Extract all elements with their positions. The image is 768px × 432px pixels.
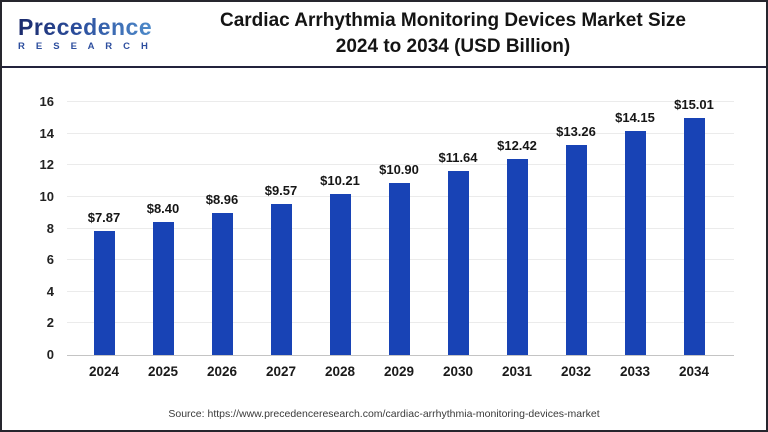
bar-value-label: $10.90 xyxy=(379,162,419,177)
gridline xyxy=(67,132,734,134)
bar-value-label: $11.64 xyxy=(438,150,478,165)
y-tick-label: 6 xyxy=(46,252,54,268)
chart-title: Cardiac Arrhythmia Monitoring Devices Ma… xyxy=(154,8,766,59)
plot-area: $7.87 $8.40 $8.96 $9.57 $10.21 $10.90 $11.64 $1… xyxy=(67,97,734,356)
bar-value-label: $8.40 xyxy=(146,201,180,216)
source-note: Source: https://www.precedenceresearch.c… xyxy=(168,408,600,420)
y-tick-label: 4 xyxy=(46,283,54,299)
x-tick-label: 2030 xyxy=(442,364,474,379)
logo-brand-text: Precedence xyxy=(18,14,153,40)
bar-2029 xyxy=(388,183,410,355)
x-tick-label: 2029 xyxy=(383,364,415,379)
bar-2027 xyxy=(270,204,292,355)
bar-2033 xyxy=(624,131,646,355)
chart-title-line2: 2024 to 2034 (USD Billion) xyxy=(335,36,571,57)
x-axis-labels: 2024 2025 2026 2027 2028 2029 2030 2031 2032 2033… xyxy=(67,364,734,384)
bar-value-label: $13.26 xyxy=(556,124,596,139)
y-tick-label: 2 xyxy=(46,315,54,331)
x-axis-line xyxy=(67,355,734,356)
bar-2026 xyxy=(211,213,233,355)
bar-value-label: $7.87 xyxy=(87,210,121,225)
bar-2030 xyxy=(447,171,469,355)
bar-value-label: $10.21 xyxy=(320,173,360,188)
bar-2031 xyxy=(506,159,528,355)
x-tick-label: 2027 xyxy=(265,364,297,379)
gridline xyxy=(67,164,734,166)
y-tick-label: 12 xyxy=(39,157,54,173)
y-tick-label: 8 xyxy=(46,220,54,236)
gridline xyxy=(67,101,734,102)
x-tick-label: 2028 xyxy=(324,364,356,379)
x-tick-label: 2034 xyxy=(678,364,710,379)
x-tick-label: 2033 xyxy=(619,364,651,379)
y-axis-labels: 0 2 4 6 8 10 12 14 16 xyxy=(2,94,54,362)
bar-value-label: $9.57 xyxy=(264,183,298,198)
logo-sub-text: R E S E A R C H xyxy=(18,41,153,52)
x-tick-label: 2024 xyxy=(88,364,120,379)
x-tick-label: 2032 xyxy=(560,364,592,379)
bar-2025 xyxy=(152,222,174,355)
bar-value-label: $15.01 xyxy=(674,97,714,112)
bar-2034 xyxy=(683,118,705,355)
bar-2028 xyxy=(329,194,351,355)
bar-2032 xyxy=(565,145,587,355)
bar-value-label: $14.15 xyxy=(615,110,655,125)
x-tick-label: 2031 xyxy=(501,364,533,379)
y-tick-label: 14 xyxy=(39,125,54,141)
y-tick-label: 16 xyxy=(39,94,54,109)
x-tick-label: 2025 xyxy=(147,364,179,379)
precedence-research-logo: Precedence R E S E A R C H xyxy=(2,14,154,53)
bar-2024 xyxy=(93,231,115,355)
chart-title-line1: Cardiac Arrhythmia Monitoring Devices Ma… xyxy=(220,10,686,32)
y-tick-label: 10 xyxy=(39,188,54,204)
bar-value-label: $12.42 xyxy=(497,138,537,153)
header: Precedence R E S E A R C H Cardiac Arrhy… xyxy=(2,2,766,68)
bar-value-label: $8.96 xyxy=(205,192,239,207)
x-tick-label: 2026 xyxy=(206,364,238,379)
y-tick-label: 0 xyxy=(46,347,54,362)
